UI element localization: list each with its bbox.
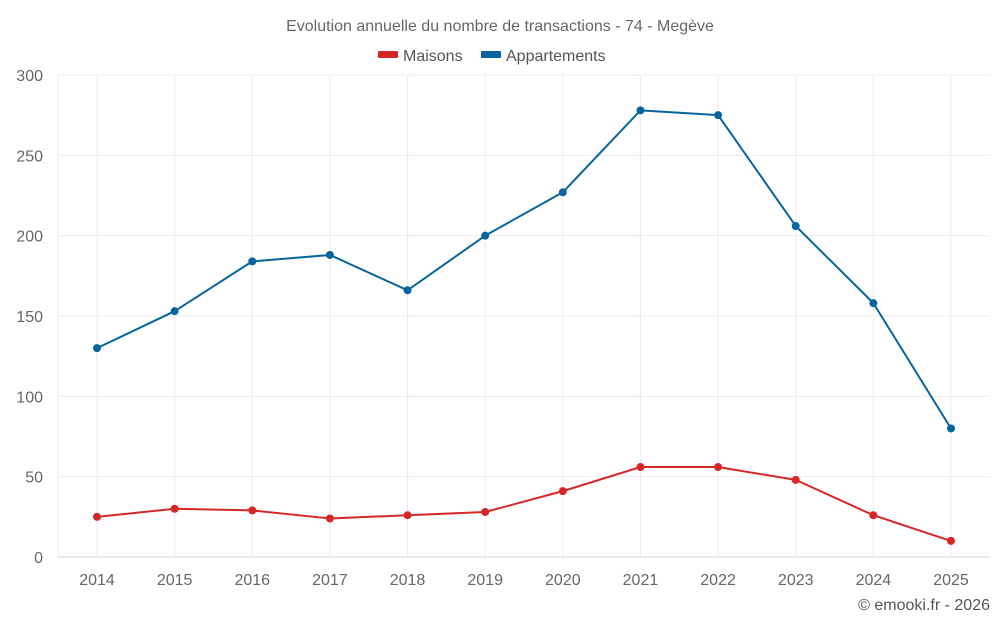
legend-swatch-appartements [481,51,501,58]
data-point-maisons[interactable] [791,475,800,484]
y-tick-label: 250 [16,148,43,165]
data-point-appartements[interactable] [869,299,878,308]
data-point-maisons[interactable] [481,508,490,517]
data-point-appartements[interactable] [558,188,567,197]
x-axis-ticks: 2014 2015 2016 2017 2018 2019 2020 2021 2022 2023… [79,572,969,589]
series-maisons [93,463,955,545]
data-point-maisons[interactable] [93,512,101,521]
series-line-maisons [96,466,952,542]
x-tick-label: 2022 [700,572,736,589]
legend-label-appartements: Appartements [506,48,606,65]
legend-label-maisons: Maisons [403,48,463,65]
x-tick-label: 2018 [390,572,426,589]
legend-item-appartements[interactable]: Appartements [481,48,606,65]
x-tick-label: 2014 [79,572,115,589]
data-point-appartements[interactable] [170,307,179,316]
data-point-appartements[interactable] [248,257,257,266]
x-tick-label: 2015 [157,572,193,589]
y-tick-label: 0 [34,550,43,567]
y-tick-label: 50 [25,470,43,487]
data-point-appartements[interactable] [403,286,412,295]
data-point-appartements[interactable] [325,250,334,259]
y-axis-ticks: 0 50 100 150 200 250 300 [16,68,43,567]
chart-title: Evolution annuelle du nombre de transact… [286,18,714,35]
x-tick-label: 2021 [623,572,659,589]
data-point-maisons[interactable] [170,504,179,513]
data-point-appartements[interactable] [714,111,723,120]
x-tick-label: 2024 [856,572,892,589]
data-point-maisons[interactable] [869,511,878,520]
data-point-maisons[interactable] [947,536,955,545]
legend: Maisons Appartements [378,48,606,65]
x-tick-label: 2025 [933,572,969,589]
y-tick-label: 100 [16,389,43,406]
data-point-appartements[interactable] [791,222,800,231]
legend-item-maisons[interactable]: Maisons [378,48,463,65]
y-tick-label: 200 [16,229,43,246]
x-tick-label: 2023 [778,572,814,589]
data-point-maisons[interactable] [403,511,412,520]
y-tick-label: 300 [16,68,43,85]
data-point-appartements[interactable] [93,344,101,353]
credit-text: © emooki.fr - 2026 [858,597,990,614]
data-point-appartements[interactable] [481,231,490,240]
data-point-maisons[interactable] [325,514,334,523]
data-point-appartements[interactable] [947,424,955,433]
gridlines [57,74,990,558]
data-point-appartements[interactable] [636,106,645,115]
series-layer [93,106,955,545]
series-appartements [93,106,955,433]
x-tick-label: 2017 [312,572,348,589]
legend-swatch-maisons [378,51,398,58]
x-tick-label: 2020 [545,572,581,589]
y-tick-label: 150 [16,309,43,326]
data-point-maisons[interactable] [248,506,257,515]
series-line-appartements [96,109,952,429]
data-point-maisons[interactable] [636,463,645,472]
x-tick-label: 2016 [234,572,270,589]
data-point-maisons[interactable] [558,487,567,496]
x-tick-label: 2019 [467,572,503,589]
data-point-maisons[interactable] [714,463,723,472]
